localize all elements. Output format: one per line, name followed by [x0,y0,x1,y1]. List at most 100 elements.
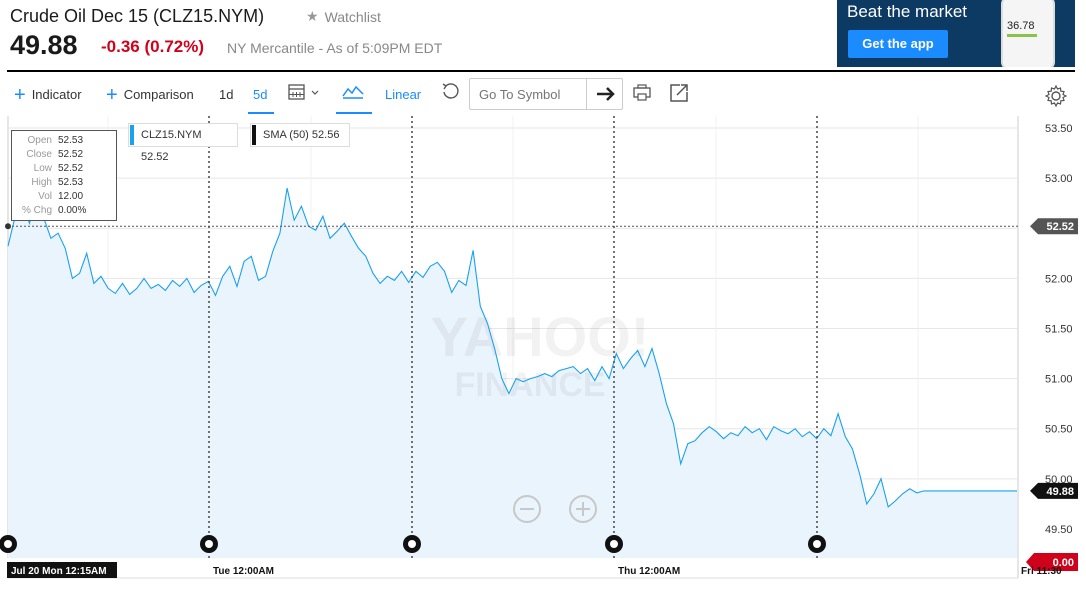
event-marker-hole [813,540,821,548]
x-cursor-label-bg [7,562,117,578]
gear-icon [1045,85,1067,107]
y-tick-label: 53.50 [1045,123,1073,135]
legend-swatch [130,125,134,145]
phone-icon: 36.78 [1001,0,1055,67]
ohlc-row: Vol 12.00 [18,190,110,204]
x-tick-label: Fri 11:30 [1021,566,1062,577]
y-tick-label: 50.50 [1045,424,1073,436]
calendar-icon [288,84,319,100]
zoom-plus-icon[interactable] [569,495,597,523]
scale-button[interactable]: Linear [385,87,421,102]
legend-label: CLZ15.NYM 52.52 [141,129,202,163]
chart-toolbar: + Indicator + Comparison 1d 5d Linear [0,74,1086,116]
indicator-button[interactable]: + Indicator [14,83,82,106]
mountain-chart-icon [342,85,364,99]
ohlc-key: Close [26,149,52,160]
watchlist-button[interactable]: ★ Watchlist [306,8,381,25]
range-1d-button[interactable]: 1d [219,87,233,102]
goto-symbol-box [469,78,623,110]
ohlc-value: 52.52 [58,163,84,174]
comparison-label: Comparison [123,87,194,102]
watermark-title: YAHOO! [431,305,650,368]
price-change: -0.36 (0.72%) [101,37,204,57]
ohlc-key: High [31,177,52,188]
reset-button[interactable] [440,82,460,102]
legend-item-price[interactable]: CLZ15.NYM 52.52 [128,123,238,163]
goto-submit-button[interactable] [586,79,623,109]
range-5d-label: 5d [253,87,268,102]
y-tick-label: 50.00 [1045,474,1073,486]
change-value: -0.36 [101,37,140,56]
ohlc-value: 52.52 [58,149,84,160]
ohlc-row: Open 52.53 [18,134,110,148]
watchlist-label: Watchlist [324,8,381,25]
arrow-right-icon [597,87,615,101]
zoom-minus-icon[interactable] [513,495,541,523]
get-app-button[interactable]: Get the app [848,30,948,58]
plus-icon: + [106,83,118,106]
ohlc-value: 52.53 [58,177,84,188]
ohlc-value: 52.53 [58,135,84,146]
ohlc-row: Close 52.52 [18,148,110,162]
ohlc-key: Open [27,135,52,146]
y-tick-label: 49.50 [1045,524,1073,536]
date-range-button[interactable] [288,83,322,103]
active-range-indicator [248,112,274,114]
scale-label: Linear [385,87,422,102]
ohlc-tooltip: Open 52.53 Close 52.52 Low 52.52 High 52.53 Vol 1… [11,130,117,221]
ohlc-value: 12.00 [58,191,84,202]
active-style-indicator [336,112,372,114]
ohlc-value: 0.00% [58,205,87,216]
phone-bar [1007,34,1037,37]
y-tick-label: 51.00 [1045,374,1073,386]
legend-item-sma[interactable]: SMA (50) 52.56 [250,123,350,147]
print-button[interactable] [632,83,652,103]
event-marker-hole [4,540,12,548]
external-link-icon [670,84,688,102]
change-tag-label: 0.00 [1053,557,1074,569]
legend-swatch [252,125,256,145]
event-marker-hole [610,540,618,548]
event-marker-hole [408,540,416,548]
chart-style-button[interactable] [342,84,364,100]
last-price: 49.88 [10,30,78,60]
x-tick-label: Tue 12:00AM [213,566,274,577]
print-icon [633,84,651,101]
settings-button[interactable] [1045,85,1067,107]
goto-symbol-input[interactable] [470,79,586,109]
popout-button[interactable] [668,82,690,104]
x-tick-label: Thu 12:00AM [618,566,680,577]
ohlc-row: Low 52.52 [18,162,110,176]
price-line [7,187,1017,508]
event-marker-hole [205,540,213,548]
exchange-info: NY Mercantile - As of 5:09PM EDT [227,40,443,56]
comparison-button[interactable]: + Comparison [106,83,194,106]
y-tick-label: 51.50 [1045,323,1073,335]
last-price-label: 49.88 [1046,486,1074,498]
current-price-label: 52.52 [1046,221,1074,233]
last-price-tag [1030,482,1078,499]
undo-icon [442,83,459,99]
header-divider [7,70,1075,72]
crosshair-dot [5,223,11,230]
ohlc-row: High 52.53 [18,176,110,190]
ad-headline: Beat the market [847,2,968,21]
ohlc-key: Vol [38,191,52,202]
legend-label: SMA (50) 52.56 [263,129,340,141]
y-tick-label: 52.00 [1045,273,1073,285]
change-tag [1026,553,1078,571]
x-tick-label: Jul 20 Mon 12:15AM [11,566,107,577]
price-chart[interactable]: 53.5053.0052.5052.0051.5051.0050.5050.00… [0,116,1086,590]
range-5d-button[interactable]: 5d [253,87,267,102]
plus-icon: + [14,83,26,106]
phone-value: 36.78 [1007,20,1035,32]
star-icon: ★ [306,8,319,24]
change-percent: (0.72%) [144,37,205,56]
ohlc-row: % Chg 0.00% [18,204,110,218]
watermark-subtitle: FINANCE [454,366,605,404]
range-1d-label: 1d [219,87,234,102]
price-area [8,188,1017,558]
y-tick-label: 53.00 [1045,173,1073,185]
indicator-label: Indicator [31,87,82,102]
app-ad-banner[interactable]: Beat the market Get the app 36.78 [837,0,1075,67]
